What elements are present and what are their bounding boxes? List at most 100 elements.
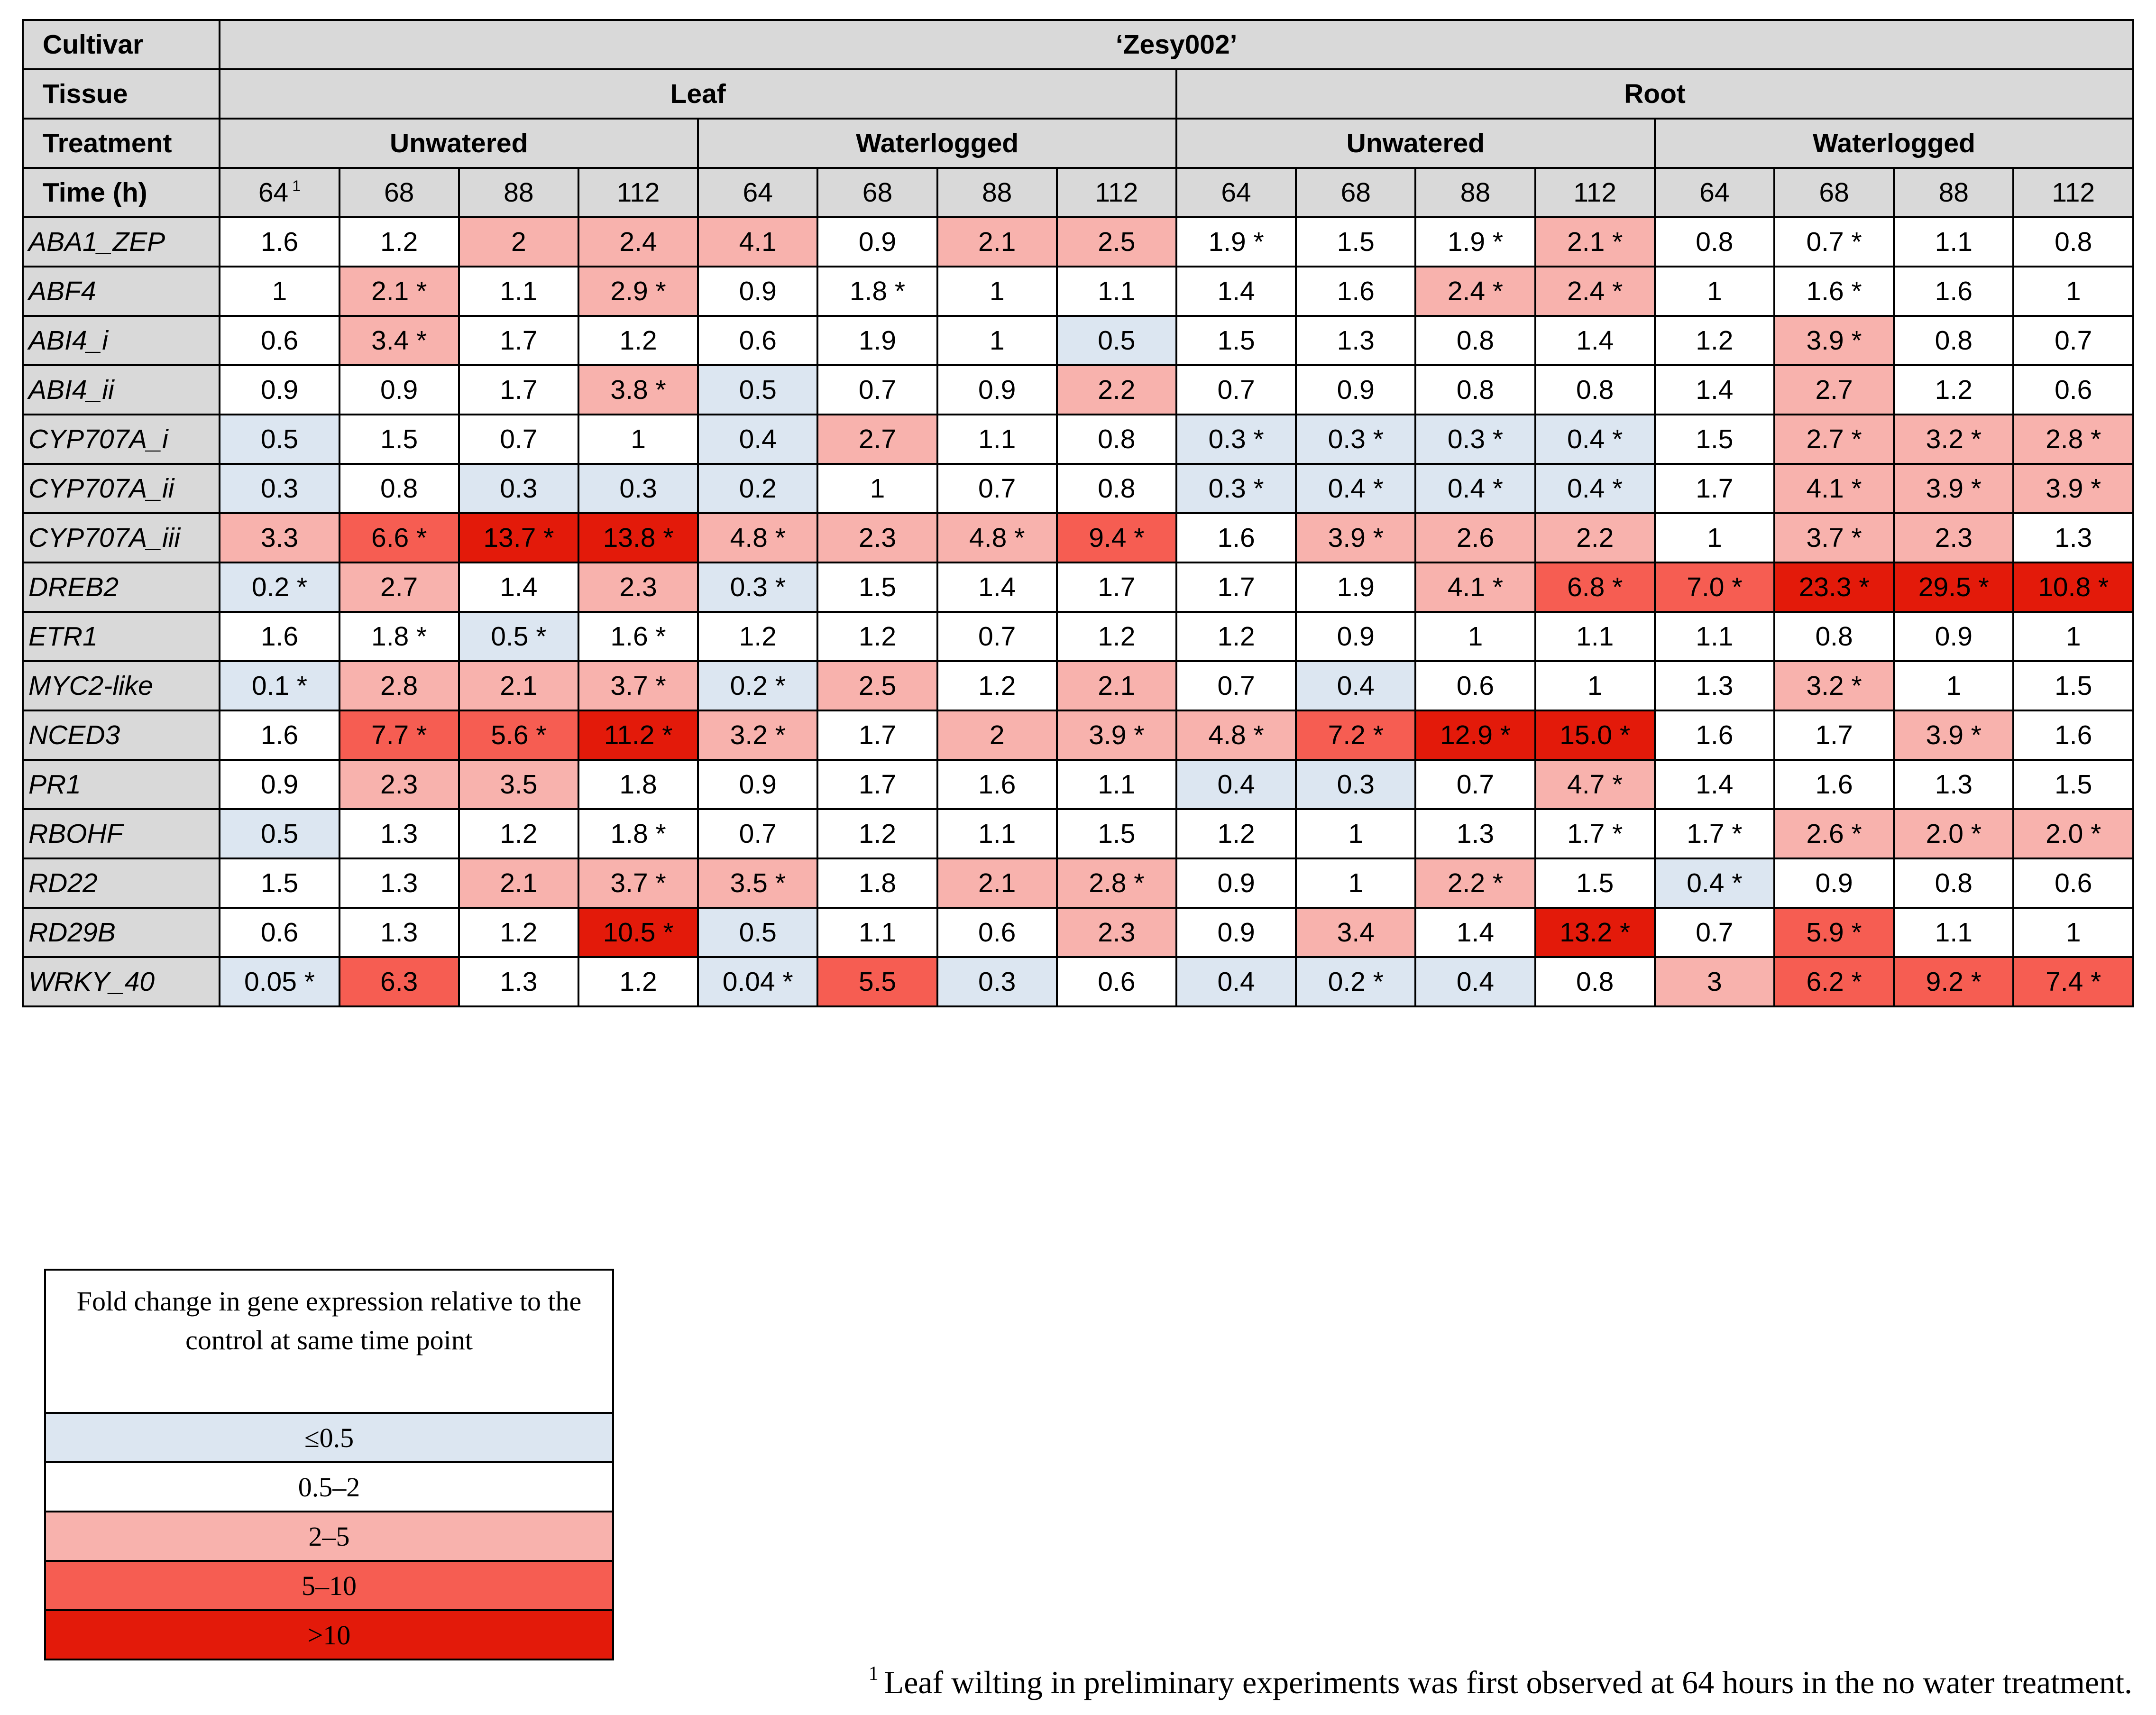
fold-change-cell: 3.7 *: [577, 660, 699, 711]
fold-change-cell: 0.2 *: [1295, 956, 1417, 1007]
fold-change-cell: 2.7: [338, 562, 460, 613]
fold-change-cell: 7.7 *: [338, 710, 460, 761]
fold-change-cell: 1.6: [219, 611, 340, 662]
fold-change-cell: 0.4 *: [1295, 463, 1417, 514]
fold-change-cell: 0.8: [1414, 364, 1536, 415]
fold-change-cell: 1.9: [817, 315, 938, 366]
fold-change-cell: 3.2 *: [1773, 660, 1895, 711]
gene-row: DREB2 0.2 * 2.7 1.4 2.3 0.3 * 1.5 1.4 1.7 1.7 1.9 4…: [21, 562, 2134, 613]
gene-name: RD22: [21, 858, 221, 909]
legend-swatch-label: >10: [44, 1609, 614, 1660]
fold-change-cell: 0.8: [1055, 463, 1177, 514]
fold-change-cell: 1.1: [1055, 266, 1177, 317]
fold-change-cell: 0.3 *: [1414, 414, 1536, 465]
fold-change-cell: 0.9: [817, 216, 938, 267]
fold-change-cell: 29.5 *: [1893, 562, 2015, 613]
fold-change-cell: 2.1: [458, 660, 579, 711]
time-header-cell: 64: [1175, 167, 1297, 218]
fold-change-cell: 0.5: [219, 414, 340, 465]
gene-name: WRKY_40: [21, 956, 221, 1007]
fold-change-cell: 1: [936, 315, 1058, 366]
fold-change-cell: 1.2: [577, 956, 699, 1007]
fold-change-cell: 12.9 *: [1414, 710, 1536, 761]
fold-change-cell: 1.1: [1893, 216, 2015, 267]
time-header-cell: 112: [1534, 167, 1656, 218]
fold-change-cell: 4.8 *: [697, 512, 819, 563]
fold-change-cell: 1.5: [1653, 414, 1775, 465]
fold-change-cell: 1.4: [1414, 907, 1536, 958]
fold-change-cell: 0.4: [1414, 956, 1536, 1007]
gene-row: ABI4_i 0.6 3.4 * 1.7 1.2 0.6 1.9 1 0.5 1.5 1.3 0.8 1…: [21, 315, 2134, 366]
fold-change-cell: 1.5: [817, 562, 938, 613]
cultivar-label: Cultivar: [21, 19, 221, 70]
fold-change-cell: 0.7: [1175, 660, 1297, 711]
treatment-root-waterlogged: Waterlogged: [1653, 118, 2135, 169]
fold-change-cell: 0.3 *: [697, 562, 819, 613]
fold-change-cell: 1.7 *: [1534, 808, 1656, 859]
gene-name: ABA1_ZEP: [21, 216, 221, 267]
fold-change-cell: 0.9: [338, 364, 460, 415]
fold-change-cell: 9.4 *: [1055, 512, 1177, 563]
fold-change-cell: 2.4: [577, 216, 699, 267]
tissue-row: Tissue Leaf Root: [21, 68, 2135, 120]
fold-change-cell: 1.7: [1773, 710, 1895, 761]
legend-row: 0.5–2: [44, 1461, 614, 1512]
fold-change-cell: 0.6: [219, 315, 340, 366]
time-row: Time (h) 64 1 68 88 112 64 68 88 112 64 68 88 112 64 6…: [21, 167, 2134, 218]
legend-swatch-label: ≤0.5: [44, 1412, 614, 1463]
fold-change-cell: 1.5: [2012, 759, 2134, 810]
fold-change-cell: 0.4 *: [1414, 463, 1536, 514]
fold-change-cell: 7.4 *: [2012, 956, 2134, 1007]
fold-change-cell: 1: [936, 266, 1058, 317]
fold-change-cell: 1: [817, 463, 938, 514]
fold-change-cell: 1.1: [1893, 907, 2015, 958]
fold-change-cell: 0.1 *: [219, 660, 340, 711]
time-value: 64: [258, 177, 289, 208]
treatment-row: Treatment Unwatered Waterlogged Unwatere…: [21, 118, 2135, 169]
gene-row: RBOHF 0.5 1.3 1.2 1.8 * 0.7 1.2 1.1 1.5 1.2 1 1.3 1.…: [21, 808, 2134, 859]
fold-change-cell: 1.2: [1893, 364, 2015, 415]
time-header-cell: 88: [936, 167, 1058, 218]
fold-change-cell: 1.3: [458, 956, 579, 1007]
fold-change-cell: 1.4: [1653, 759, 1775, 810]
fold-change-cell: 0.6: [697, 315, 819, 366]
fold-change-cell: 1.6: [219, 216, 340, 267]
fold-change-cell: 1.4: [458, 562, 579, 613]
fold-change-cell: 13.7 *: [458, 512, 579, 563]
fold-change-cell: 3.2 *: [697, 710, 819, 761]
gene-row: RD22 1.5 1.3 2.1 3.7 * 3.5 * 1.8 2.1 2.8 * 0.9 1 2.…: [21, 858, 2134, 909]
fold-change-cell: 1.2: [1055, 611, 1177, 662]
fold-change-cell: 2.7 *: [1773, 414, 1895, 465]
fold-change-cell: 2.8 *: [1055, 858, 1177, 909]
fold-change-cell: 1: [2012, 907, 2134, 958]
fold-change-cell: 2.6 *: [1773, 808, 1895, 859]
fold-change-cell: 0.4: [1175, 956, 1297, 1007]
fold-change-cell: 0.8: [1653, 216, 1775, 267]
time-value: 64: [743, 177, 773, 208]
fold-change-cell: 0.9: [219, 364, 340, 415]
gene-row: MYC2-like 0.1 * 2.8 2.1 3.7 * 0.2 * 2.5 1.2 2.1 0…: [21, 660, 2134, 711]
fold-change-cell: 1.6 *: [577, 611, 699, 662]
fold-change-cell: 1.7: [458, 364, 579, 415]
fold-change-cell: 10.8 *: [2012, 562, 2134, 613]
gene-name: CYP707A_ii: [21, 463, 221, 514]
fold-change-cell: 1.3: [338, 808, 460, 859]
fold-change-cell: 0.3: [458, 463, 579, 514]
fold-change-cell: 1.6: [1653, 710, 1775, 761]
fold-change-cell: 1.7 *: [1653, 808, 1775, 859]
fold-change-cell: 1.2: [1175, 808, 1297, 859]
time-value: 68: [384, 177, 414, 208]
fold-change-cell: 6.3: [338, 956, 460, 1007]
legend-row: ≤0.5: [44, 1412, 614, 1463]
fold-change-cell: 1.6 *: [1773, 266, 1895, 317]
tissue-label: Tissue: [21, 68, 221, 120]
fold-change-cell: 3.4: [1295, 907, 1417, 958]
fold-change-cell: 2.1: [1055, 660, 1177, 711]
fold-change-cell: 0.5: [1055, 315, 1177, 366]
time-header-cell: 88: [1414, 167, 1536, 218]
fold-change-cell: 3: [1653, 956, 1775, 1007]
fold-change-cell: 1.4: [1534, 315, 1656, 366]
fold-change-cell: 2.1: [458, 858, 579, 909]
fold-change-cell: 1: [1893, 660, 2015, 711]
fold-change-cell: 0.2 *: [219, 562, 340, 613]
